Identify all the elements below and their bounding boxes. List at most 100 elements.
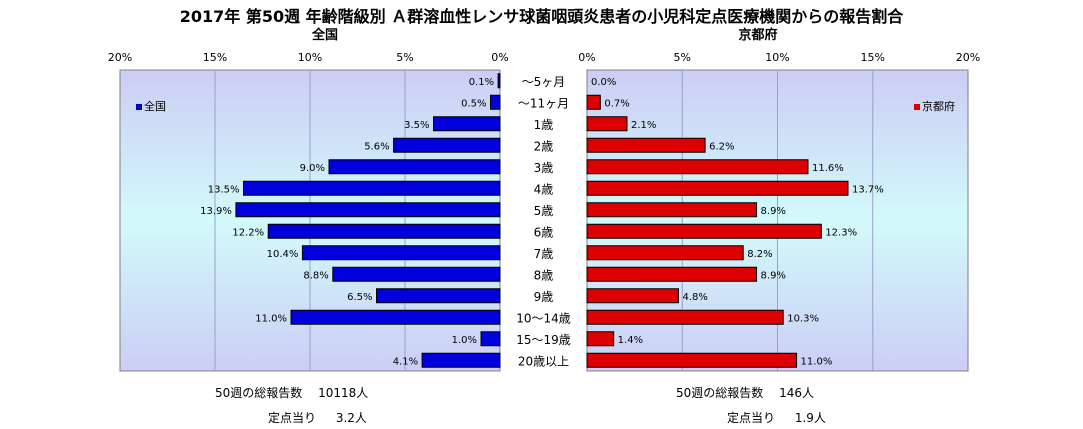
bar-kyoto [586, 180, 849, 196]
data-label: 3.5% [404, 120, 429, 131]
data-label: 6.5% [347, 292, 372, 303]
bar-national [490, 94, 501, 110]
legend-swatch [136, 104, 142, 110]
kyoto-per-label: 定点当り [727, 411, 776, 425]
bar-national [421, 352, 501, 368]
data-label: 8.9% [761, 206, 786, 217]
category-labels: ～5ヶ月 ～11ヶ月 1歳 2歳 3歳 4歳 5歳 6歳 7歳 8歳 9歳 10～14歳 15～19歳 2… [516, 75, 571, 369]
data-label: 12.2% [232, 227, 264, 238]
data-label: 1.0% [452, 335, 477, 346]
bar-kyoto [586, 137, 706, 153]
bar-kyoto [586, 266, 758, 282]
category-label: 15～19歳 [516, 333, 571, 347]
national-total: 50週の総報告数 10118人 [215, 384, 368, 401]
axis-tick-label: 0% [491, 51, 508, 64]
data-label: 6.2% [709, 141, 734, 152]
data-label: 13.5% [208, 184, 240, 195]
bar-national [243, 180, 501, 196]
data-label: 1.4% [618, 335, 643, 346]
bar-kyoto [586, 223, 822, 239]
axis-tick-label: 5% [674, 51, 691, 64]
national-total-label: 50週の総報告数 [215, 386, 303, 400]
bar-national [480, 331, 501, 347]
data-label: 8.2% [747, 249, 772, 260]
bar-kyoto [586, 159, 809, 175]
bar-kyoto [586, 288, 679, 304]
data-label: 11.0% [801, 356, 833, 367]
category-label: 8歳 [534, 268, 554, 282]
data-label: 0.1% [469, 77, 494, 88]
left-panel: 20% 15% 10% 5% 0% 0.1% 0.5% 3.5% 5.6% 9.0% 13.5% 13… [108, 51, 509, 372]
bar-national [301, 245, 501, 261]
category-label: ～5ヶ月 [522, 75, 566, 89]
bar-national [267, 223, 501, 239]
data-label: 12.3% [825, 227, 857, 238]
bar-kyoto [586, 245, 744, 261]
national-total-value: 10118人 [318, 386, 369, 400]
bar-national [497, 73, 501, 89]
national-per-value: 3.2人 [335, 411, 367, 425]
bar-kyoto [586, 202, 758, 218]
data-label: 0.7% [604, 98, 629, 109]
legend-label: 京都府 [922, 99, 955, 113]
category-label: 5歳 [534, 204, 554, 218]
bar-kyoto [586, 352, 798, 368]
data-label: 4.8% [682, 292, 707, 303]
left-panel-title: 全国 [311, 27, 338, 43]
data-label: 10.3% [787, 313, 819, 324]
kyoto-per-value: 1.9人 [794, 411, 826, 425]
data-label: 13.9% [200, 206, 232, 217]
data-label: 4.1% [393, 356, 418, 367]
axis-tick-label: 20% [956, 51, 980, 64]
data-label: 9.0% [300, 163, 325, 174]
kyoto-total-value: 146人 [779, 386, 815, 400]
bar-kyoto [586, 94, 601, 110]
category-label: 10～14歳 [516, 311, 571, 325]
right-panel-title: 京都府 [738, 27, 777, 43]
bar-national [376, 288, 501, 304]
data-label: 5.6% [364, 141, 389, 152]
axis-tick-label: 15% [861, 51, 885, 64]
data-label: 0.0% [591, 77, 616, 88]
kyoto-total-label: 50週の総報告数 [676, 386, 764, 400]
bar-national [332, 266, 501, 282]
data-label: 2.1% [631, 120, 656, 131]
axis-tick-label: 15% [203, 51, 227, 64]
data-label: 11.6% [812, 163, 844, 174]
axis-tick-label: 5% [396, 51, 413, 64]
data-label: 10.4% [267, 249, 299, 260]
axis-tick-label: 0% [578, 51, 595, 64]
category-label: 1歳 [534, 118, 554, 132]
data-label: 8.9% [761, 270, 786, 281]
data-label: 0.5% [461, 98, 486, 109]
axis-tick-label: 10% [298, 51, 322, 64]
bar-national [393, 137, 501, 153]
right-panel: 0% 5% 10% 15% 20% 0.0% 0.7%2.1% 6.2% 11.6% 13.7% 8… [578, 51, 980, 372]
axis-tick-label: 20% [108, 51, 132, 64]
data-label: 8.8% [303, 270, 328, 281]
kyoto-per-site: 定点当り 1.9人 [727, 409, 826, 426]
chart-title: 2017年 第50週 年齢階級別 Ａ群溶血性レンサ球菌咽頭炎患者の小児科定点医療… [179, 7, 904, 26]
category-label: 9歳 [534, 290, 554, 304]
bar-kyoto [586, 309, 784, 325]
data-label: 11.0% [255, 313, 287, 324]
category-label: 2歳 [534, 139, 554, 153]
legend-swatch [914, 104, 920, 110]
category-label: 3歳 [534, 161, 554, 175]
category-label: 20歳以上 [518, 354, 569, 368]
bar-national [328, 159, 501, 175]
legend-label: 全国 [144, 99, 166, 113]
bar-national [290, 309, 501, 325]
bar-kyoto [586, 116, 628, 132]
bar-kyoto [586, 331, 615, 347]
kyoto-total: 50週の総報告数 146人 [676, 384, 814, 401]
category-label: 4歳 [534, 182, 554, 196]
national-per-label: 定点当り [268, 411, 317, 425]
data-label: 13.7% [852, 184, 884, 195]
category-label: 7歳 [534, 247, 554, 261]
national-per-site: 定点当り 3.2人 [268, 409, 367, 426]
bar-national [235, 202, 501, 218]
axis-tick-label: 10% [765, 51, 789, 64]
category-label: 6歳 [534, 225, 554, 239]
